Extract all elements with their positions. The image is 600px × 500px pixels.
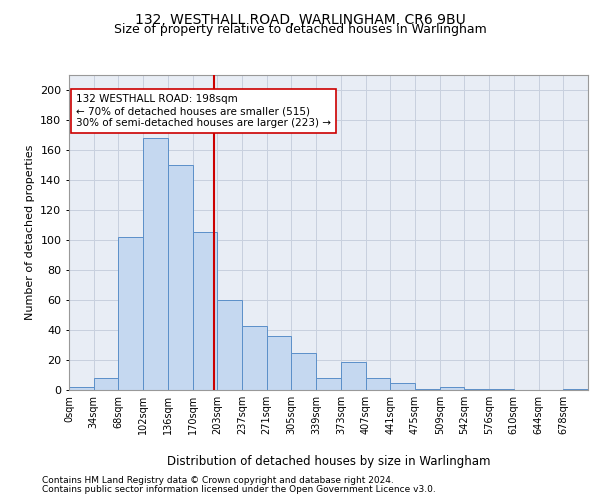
- Text: 132, WESTHALL ROAD, WARLINGHAM, CR6 9BU: 132, WESTHALL ROAD, WARLINGHAM, CR6 9BU: [134, 12, 466, 26]
- Bar: [193, 232, 217, 390]
- Bar: [242, 326, 267, 390]
- Bar: [292, 352, 316, 390]
- Bar: [440, 387, 464, 390]
- Bar: [316, 378, 341, 390]
- Bar: [489, 388, 514, 390]
- Bar: [415, 388, 440, 390]
- Text: Contains public sector information licensed under the Open Government Licence v3: Contains public sector information licen…: [42, 484, 436, 494]
- Text: 132 WESTHALL ROAD: 198sqm
← 70% of detached houses are smaller (515)
30% of semi: 132 WESTHALL ROAD: 198sqm ← 70% of detac…: [76, 94, 331, 128]
- Bar: [365, 378, 390, 390]
- Bar: [69, 387, 94, 390]
- Bar: [94, 378, 118, 390]
- Bar: [464, 388, 489, 390]
- Bar: [168, 165, 193, 390]
- Bar: [267, 336, 292, 390]
- Text: Size of property relative to detached houses in Warlingham: Size of property relative to detached ho…: [113, 22, 487, 36]
- Bar: [390, 382, 415, 390]
- Text: Distribution of detached houses by size in Warlingham: Distribution of detached houses by size …: [167, 454, 491, 468]
- Bar: [143, 138, 168, 390]
- Bar: [217, 300, 242, 390]
- Bar: [563, 388, 588, 390]
- Text: Contains HM Land Registry data © Crown copyright and database right 2024.: Contains HM Land Registry data © Crown c…: [42, 476, 394, 485]
- Bar: [118, 237, 143, 390]
- Y-axis label: Number of detached properties: Number of detached properties: [25, 145, 35, 320]
- Bar: [341, 362, 365, 390]
